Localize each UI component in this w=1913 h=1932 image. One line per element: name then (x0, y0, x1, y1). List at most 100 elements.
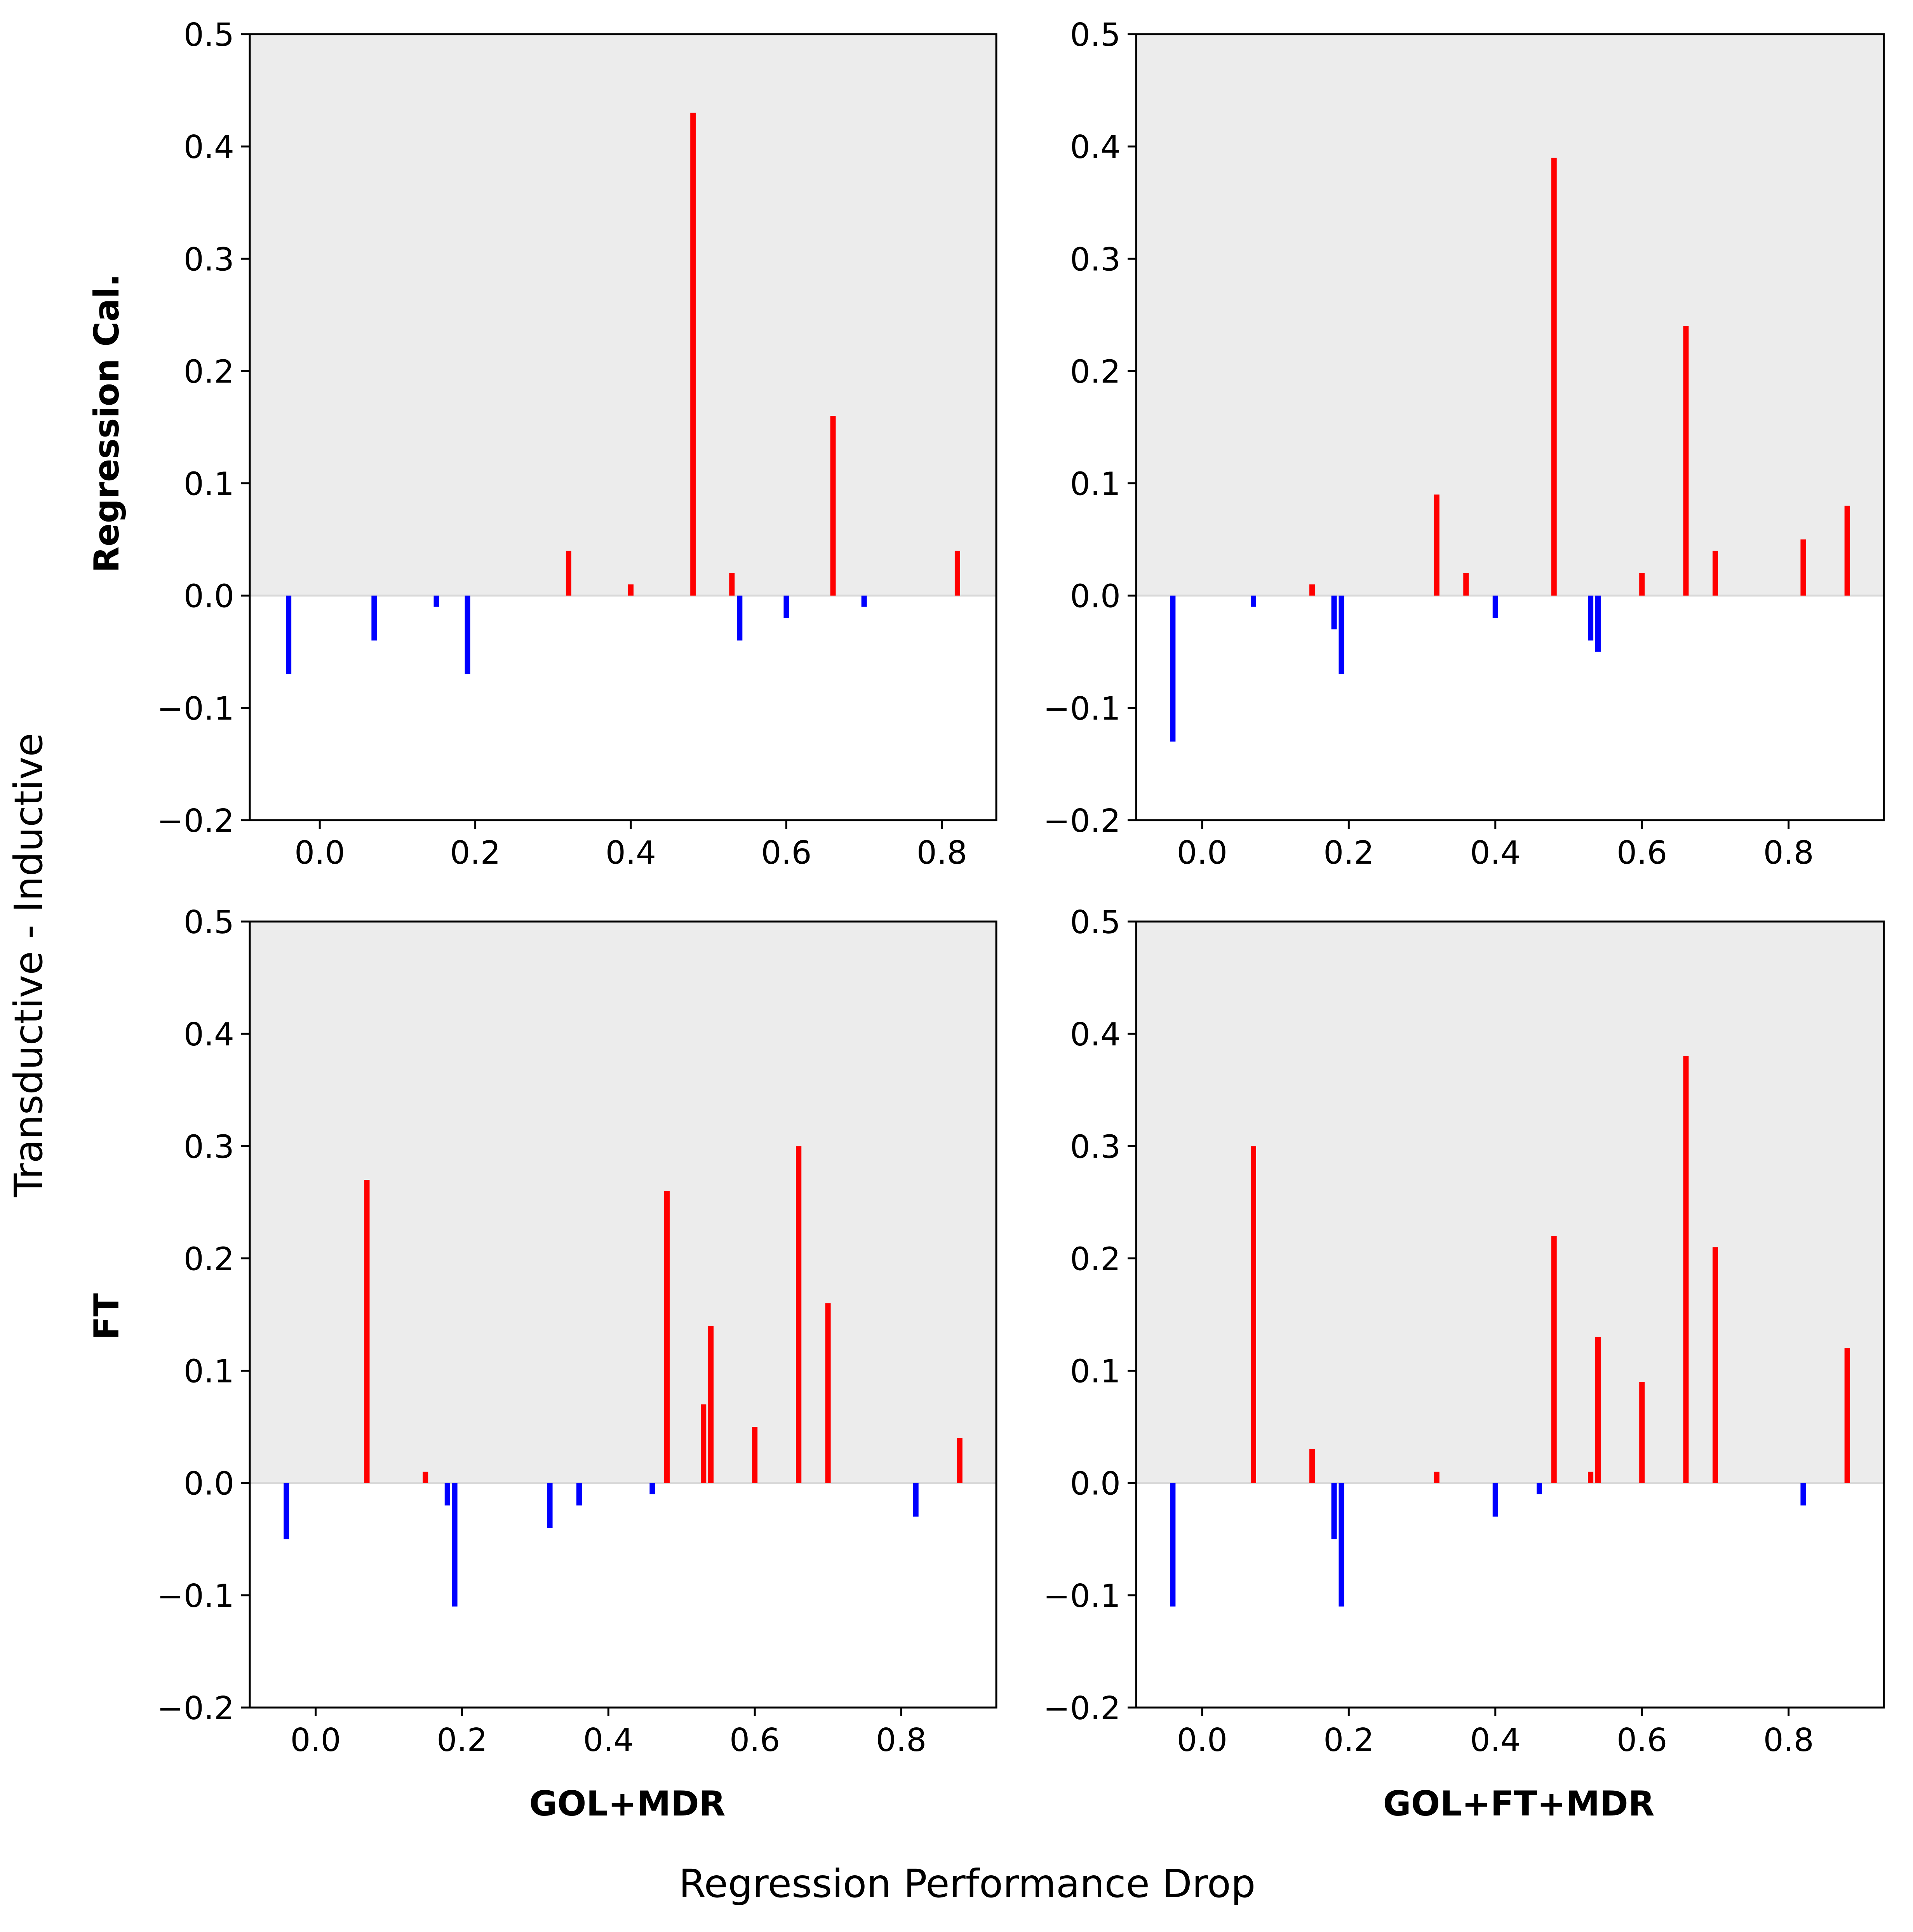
x-tick-label: 0.8 (1763, 835, 1814, 871)
bar-ft-gol-ft-mdr-3 (1331, 1483, 1337, 1539)
y-tick-label: 0.4 (1070, 129, 1121, 166)
x-tick-label: 0.4 (583, 1722, 634, 1759)
bar-regression-cal-gol-ft-mdr-3 (1331, 595, 1337, 630)
bar-ft-gol-mdr-0 (284, 1483, 289, 1539)
x-tick-label: 0.4 (606, 835, 656, 871)
bar-regression-cal-gol-mdr-10 (830, 416, 836, 596)
y-tick-label: 0.2 (184, 353, 234, 390)
bar-ft-gol-mdr-14 (913, 1483, 919, 1517)
bar-ft-gol-ft-mdr-8 (1551, 1236, 1557, 1483)
positive-shaded-region (1136, 34, 1884, 596)
y-tick-label: −0.2 (1043, 1690, 1121, 1727)
panel-ft-gol-mdr: −0.2 −0.1 0.0 0.1 0.2 0.3 0.4 0.5 0.0 0.2 0.4 0.6 0.… (157, 904, 997, 1759)
bar-regression-cal-gol-mdr-3 (465, 595, 470, 675)
bar-regression-cal-gol-mdr-11 (861, 595, 867, 607)
bar-regression-cal-gol-mdr-5 (628, 584, 634, 596)
y-tick-label: −0.1 (157, 690, 234, 727)
bar-ft-gol-ft-mdr-0 (1170, 1483, 1176, 1607)
bar-ft-gol-mdr-8 (664, 1191, 670, 1483)
x-axis-label: Regression Performance Drop (679, 1861, 1256, 1906)
bar-ft-gol-ft-mdr-11 (1639, 1382, 1645, 1483)
bar-ft-gol-mdr-3 (444, 1483, 450, 1506)
bar-ft-gol-ft-mdr-5 (1434, 1471, 1440, 1483)
bar-regression-cal-gol-ft-mdr-1 (1250, 595, 1256, 607)
y-tick-label: 0.5 (1070, 904, 1121, 941)
x-tick-label: 0.2 (1323, 835, 1374, 871)
y-tick-label: 0.2 (184, 1241, 234, 1278)
bar-ft-gol-mdr-7 (649, 1483, 655, 1494)
axes-frame (1135, 33, 1885, 821)
bar-ft-gol-mdr-6 (576, 1483, 582, 1506)
bar-regression-cal-gol-ft-mdr-2 (1309, 584, 1315, 596)
x-tick-label: 0.8 (917, 835, 967, 871)
y-tick-label: 0.5 (184, 904, 234, 941)
y-tick-label: 0.4 (184, 1016, 234, 1053)
y-tick-label: −0.2 (157, 803, 234, 840)
positive-shaded-region (250, 34, 996, 596)
y-tick-label: 0.4 (184, 129, 234, 166)
y-tick-label: 0.2 (1070, 353, 1121, 390)
x-tick-label: 0.4 (1470, 835, 1521, 871)
bar-ft-gol-mdr-13 (825, 1303, 831, 1483)
y-tick-label: 0.1 (1070, 1353, 1121, 1390)
y-tick-label: 0.3 (1070, 241, 1121, 278)
axes-frame (249, 920, 997, 1709)
panel-regression-cal-gol-ft-mdr: −0.2 −0.1 0.0 0.1 0.2 0.3 0.4 0.5 0.0 0.2 0.4 0.6 0.… (1043, 17, 1885, 871)
y-tick-label: −0.2 (1043, 803, 1121, 840)
y-tick-label: 0.1 (1070, 466, 1121, 503)
bar-regression-cal-gol-ft-mdr-11 (1639, 573, 1645, 596)
x-tick-label: 0.4 (1470, 1722, 1521, 1759)
bar-regression-cal-gol-ft-mdr-13 (1712, 551, 1718, 596)
y-tick-label: 0.0 (1070, 1466, 1121, 1502)
y-tick-label: 0.1 (184, 1353, 234, 1390)
bar-ft-gol-ft-mdr-4 (1339, 1483, 1344, 1607)
y-tick-label: 0.3 (184, 1129, 234, 1165)
bar-ft-gol-mdr-11 (752, 1427, 758, 1483)
x-tick-label: 0.0 (1177, 835, 1227, 871)
row-label-top: Regression Cal. (87, 274, 127, 573)
figure-labels: Transductive - Inductive Regression Perf… (6, 274, 1655, 1906)
bar-ft-gol-ft-mdr-7 (1536, 1483, 1542, 1494)
bar-regression-cal-gol-ft-mdr-4 (1339, 595, 1344, 675)
x-tick-label: 0.0 (294, 835, 345, 871)
x-tick-label: 0.6 (729, 1722, 780, 1759)
bar-ft-gol-ft-mdr-12 (1683, 1056, 1689, 1483)
bar-regression-cal-gol-ft-mdr-7 (1492, 595, 1498, 618)
bar-ft-gol-ft-mdr-2 (1309, 1449, 1315, 1483)
axes-frame (1135, 920, 1885, 1709)
bar-ft-gol-ft-mdr-6 (1492, 1483, 1498, 1517)
bar-regression-cal-gol-ft-mdr-10 (1595, 595, 1601, 652)
bar-ft-gol-ft-mdr-9 (1588, 1471, 1594, 1483)
y-tick-label: 0.0 (184, 1466, 234, 1502)
bar-ft-gol-ft-mdr-10 (1595, 1337, 1601, 1483)
bar-regression-cal-gol-ft-mdr-8 (1551, 158, 1557, 596)
y-tick-label: 0.0 (184, 578, 234, 615)
bar-regression-cal-gol-mdr-0 (286, 595, 292, 675)
y-tick-label: 0.3 (184, 241, 234, 278)
y-tick-label: −0.1 (1043, 1578, 1121, 1615)
x-tick-label: 0.0 (1177, 1722, 1227, 1759)
bar-ft-gol-mdr-1 (364, 1180, 370, 1483)
y-tick-label: −0.2 (157, 1690, 234, 1727)
positive-shaded-region (250, 922, 996, 1483)
bar-ft-gol-mdr-2 (423, 1471, 428, 1483)
y-tick-label: 0.0 (1070, 578, 1121, 615)
bar-ft-gol-mdr-15 (957, 1438, 963, 1483)
bar-regression-cal-gol-mdr-4 (566, 551, 571, 596)
bar-ft-gol-ft-mdr-15 (1844, 1348, 1850, 1483)
x-tick-label: 0.6 (1617, 1722, 1667, 1759)
bar-regression-cal-gol-ft-mdr-15 (1844, 506, 1850, 596)
y-tick-label: 0.4 (1070, 1016, 1121, 1053)
x-tick-label: 0.0 (290, 1722, 341, 1759)
y-tick-label: 0.2 (1070, 1241, 1121, 1278)
x-tick-label: 0.8 (876, 1722, 926, 1759)
bar-ft-gol-mdr-5 (547, 1483, 553, 1528)
column-label-left: GOL+MDR (529, 1784, 725, 1824)
bar-regression-cal-gol-mdr-9 (783, 595, 789, 618)
bar-ft-gol-ft-mdr-14 (1800, 1483, 1806, 1506)
y-tick-label: 0.5 (184, 17, 234, 54)
y-tick-label: 0.1 (184, 466, 234, 503)
column-label-right: GOL+FT+MDR (1383, 1784, 1654, 1824)
bar-regression-cal-gol-ft-mdr-9 (1588, 595, 1594, 641)
